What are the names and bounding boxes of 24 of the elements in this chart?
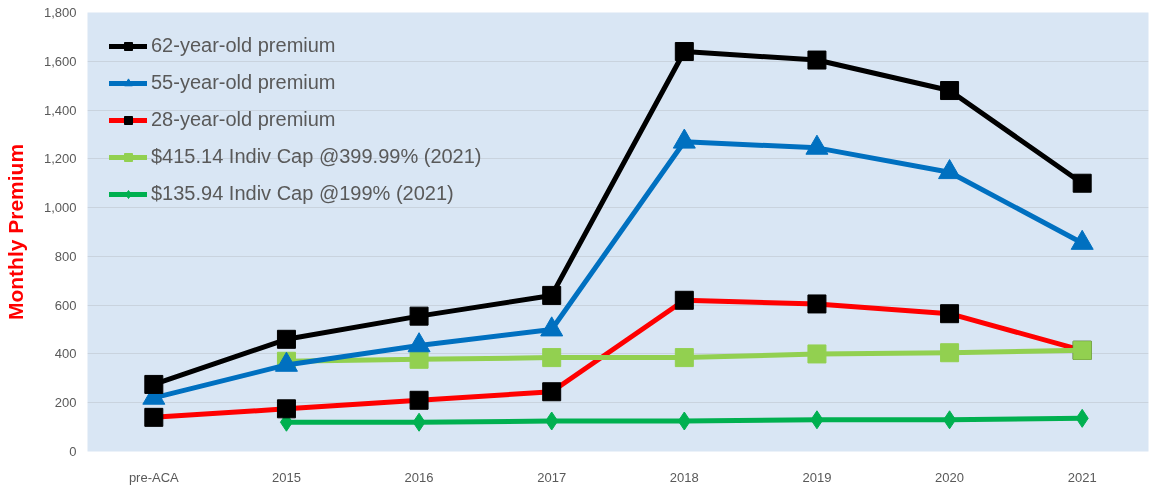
y-tick-label: 1,200	[43, 151, 77, 167]
x-tick-label: 2018	[669, 469, 699, 485]
y-tick-label: 200	[54, 395, 77, 411]
y-tick-label: 1,000	[43, 200, 77, 216]
x-tick-label: 2019	[802, 469, 832, 485]
x-tick-label: 2021	[1067, 469, 1097, 485]
y-axis-title: Monthly Premium	[3, 143, 27, 321]
x-tick-label: 2017	[537, 469, 567, 485]
legend-label: 62-year-old premium	[151, 34, 336, 57]
x-tick-label: 2016	[404, 469, 434, 485]
y-tick-label: 600	[54, 297, 77, 313]
legend-label: 55-year-old premium	[151, 71, 336, 94]
x-tick-label: pre-ACA	[128, 469, 180, 485]
legend-label: $415.14 Indiv Cap @399.99% (2021)	[151, 145, 482, 168]
y-tick-label: 800	[54, 248, 77, 264]
x-tick-label: 2015	[271, 469, 301, 485]
y-tick-label: 1,600	[43, 53, 77, 69]
y-tick-label: 0	[69, 444, 77, 459]
legend-label: $135.94 Indiv Cap @199% (2021)	[151, 182, 454, 205]
y-tick-label: 1,400	[43, 102, 77, 118]
legend-label: 28-year-old premium	[151, 108, 336, 131]
x-tick-label: 2020	[935, 469, 965, 485]
y-tick-label: 1,800	[43, 5, 77, 20]
y-tick-label: 400	[54, 346, 77, 362]
